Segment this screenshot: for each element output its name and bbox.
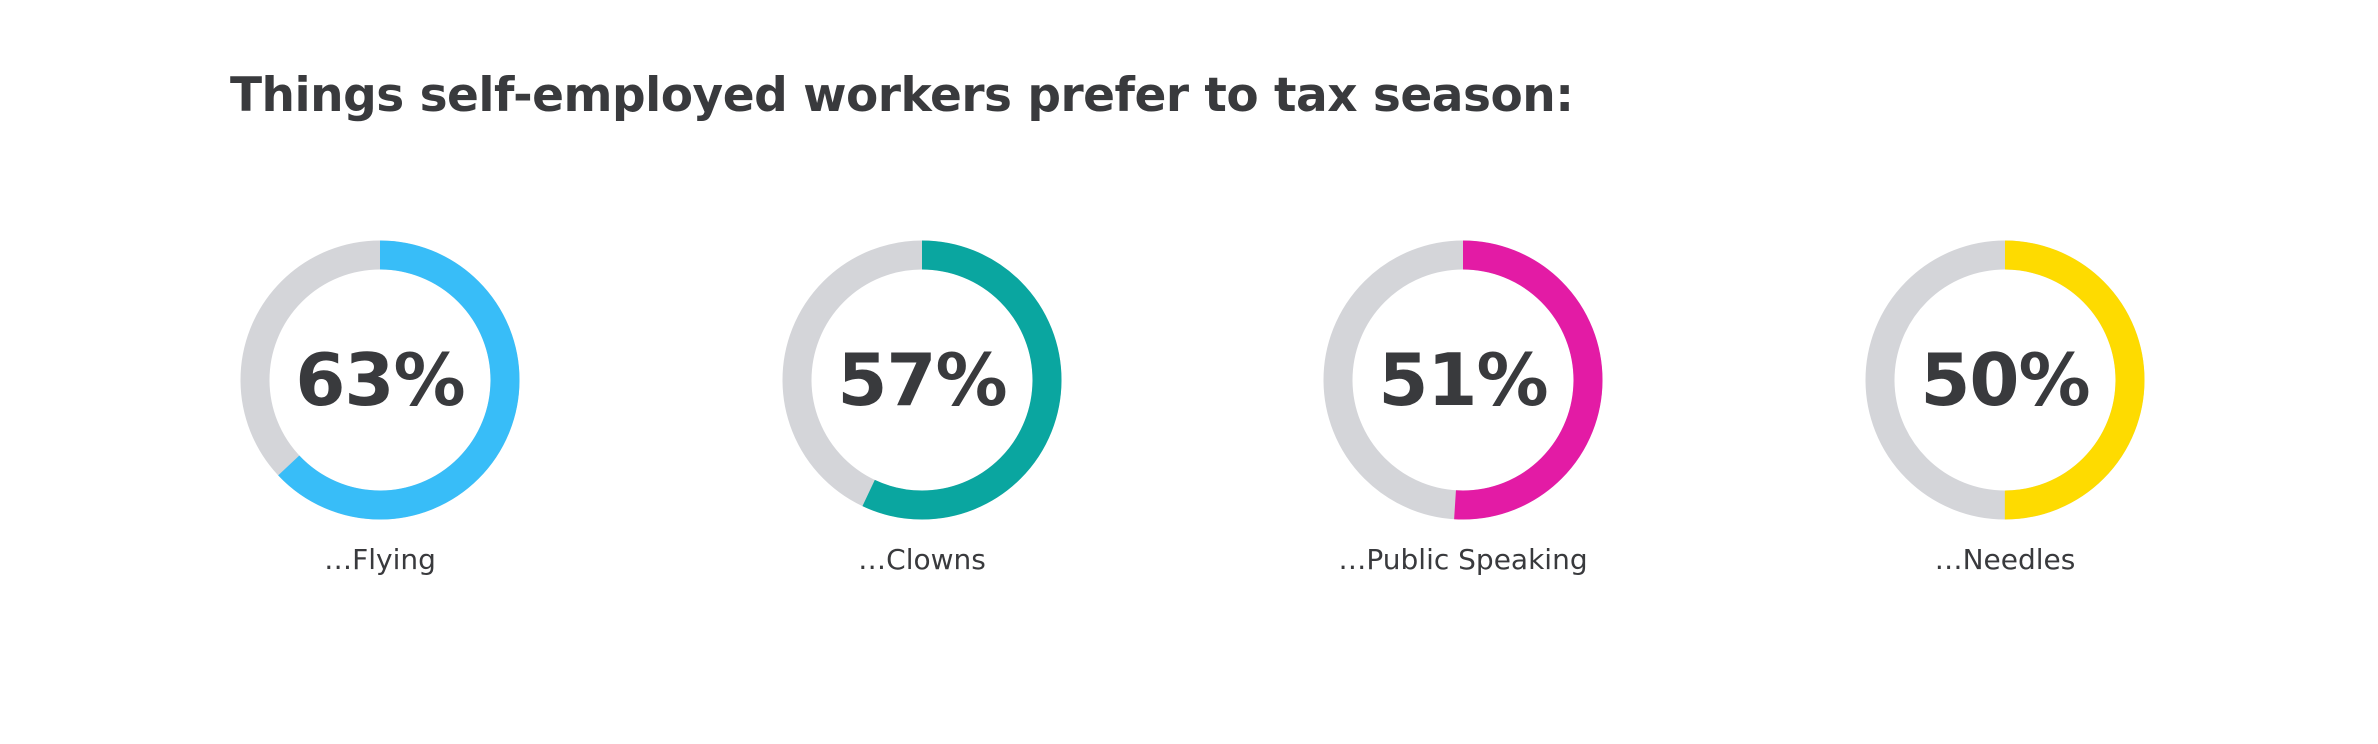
- donut-value-arc: [1865, 240, 2145, 520]
- donut-ring: [1323, 240, 1603, 520]
- donut-chart-clowns: 57% …Clowns: [772, 230, 1072, 576]
- donut-ring: [240, 240, 520, 520]
- donut-chart-public-speaking: 51% …Public Speaking: [1313, 230, 1613, 576]
- donut-chart-flying: 63% …Flying: [230, 230, 530, 576]
- donut-value-arc: [240, 240, 520, 520]
- donut-label: …Flying: [324, 543, 436, 576]
- donut-value: 57%: [837, 338, 1007, 422]
- donut-ring: [782, 240, 1062, 520]
- donut-value-arc: [782, 240, 1062, 520]
- chart-title: Things self-employed workers prefer to t…: [230, 68, 1574, 123]
- donut-value: 51%: [1378, 338, 1548, 422]
- donut-value: 50%: [1920, 338, 2090, 422]
- donut-label: …Public Speaking: [1338, 543, 1588, 576]
- donut-label: …Needles: [1934, 543, 2076, 576]
- donut-ring: [1865, 240, 2145, 520]
- donut-label: …Clowns: [858, 543, 986, 576]
- donut-chart-needles: 50% …Needles: [1855, 230, 2155, 576]
- donut-value-arc: [1323, 240, 1603, 520]
- donut-value: 63%: [295, 338, 465, 422]
